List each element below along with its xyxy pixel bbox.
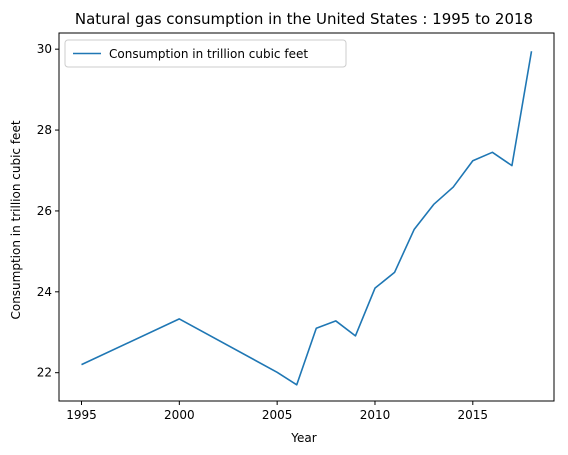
y-tick-label: 26: [37, 204, 52, 218]
x-tick-label: 2000: [164, 408, 195, 422]
x-tick-label: 2005: [262, 408, 293, 422]
data-point: [314, 326, 318, 330]
data-point: [177, 317, 181, 321]
data-point: [412, 228, 416, 232]
y-tick-label: 28: [37, 123, 52, 137]
data-point: [530, 49, 534, 53]
x-tick-label: 2015: [458, 408, 489, 422]
data-point: [432, 202, 436, 206]
data-point: [510, 164, 514, 168]
x-tick-label: 2010: [360, 408, 391, 422]
data-point: [471, 159, 475, 163]
series-line: [81, 51, 533, 386]
x-axis: 1995 2000 2005 2010 2015: [66, 401, 488, 422]
y-axis: 22 24 26 28 30: [37, 42, 59, 380]
x-axis-label: Year: [290, 431, 316, 445]
legend-box: [64, 39, 347, 68]
data-point: [295, 383, 299, 387]
data-point: [80, 363, 84, 367]
plot-area: [58, 32, 555, 402]
data-point: [353, 334, 357, 338]
series-layer: [80, 49, 534, 387]
y-tick-label: 22: [37, 366, 52, 380]
data-point: [275, 370, 279, 374]
x-tick-label: 1995: [66, 408, 97, 422]
data-point: [393, 270, 397, 274]
data-point: [490, 150, 494, 154]
data-point: [334, 319, 338, 323]
y-tick-label: 30: [37, 42, 52, 56]
plot-frame: [58, 32, 555, 402]
data-point: [373, 286, 377, 290]
y-axis-label: Consumption in trillion cubic feet: [9, 120, 23, 319]
y-tick-label: 24: [37, 285, 52, 299]
data-point: [451, 185, 455, 189]
chart-title: Natural gas consumption in the United St…: [75, 10, 533, 28]
legend: Consumption in trillion cubic feet: [64, 39, 347, 68]
legend-label: Consumption in trillion cubic feet: [109, 47, 308, 61]
